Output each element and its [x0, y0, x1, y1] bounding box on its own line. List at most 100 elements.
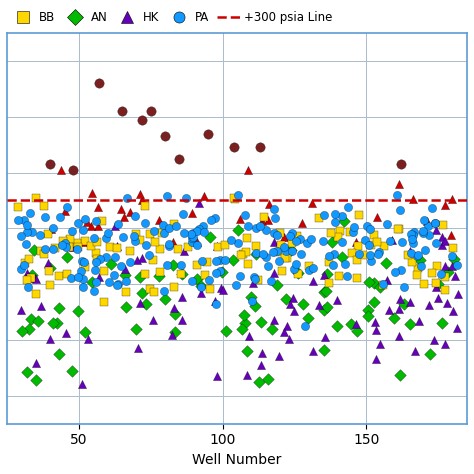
- Point: [221, 241, 228, 249]
- Point: [375, 248, 383, 256]
- Point: [100, 298, 108, 306]
- Point: [419, 228, 427, 235]
- Point: [441, 286, 449, 294]
- Point: [50, 245, 57, 253]
- Point: [94, 238, 101, 246]
- Point: [230, 194, 238, 201]
- Point: [441, 262, 449, 270]
- Point: [23, 368, 31, 375]
- Point: [406, 320, 413, 328]
- Point: [171, 328, 179, 336]
- Point: [349, 249, 356, 257]
- Point: [438, 234, 446, 241]
- Point: [24, 283, 31, 291]
- Point: [280, 233, 288, 240]
- Point: [328, 229, 335, 237]
- Point: [214, 372, 221, 380]
- Point: [149, 256, 157, 264]
- Point: [27, 210, 34, 217]
- Point: [18, 232, 25, 239]
- Point: [147, 108, 155, 115]
- Point: [24, 221, 31, 228]
- Point: [308, 199, 316, 207]
- Point: [235, 239, 242, 246]
- Point: [414, 251, 422, 258]
- Point: [150, 289, 157, 296]
- Point: [155, 216, 163, 224]
- Point: [207, 217, 215, 224]
- Point: [276, 229, 284, 237]
- Point: [50, 224, 57, 232]
- Point: [55, 273, 63, 280]
- Point: [408, 258, 416, 265]
- Point: [141, 270, 148, 277]
- Point: [131, 213, 138, 220]
- Point: [332, 210, 339, 218]
- Point: [114, 220, 122, 228]
- Point: [243, 347, 251, 355]
- Point: [376, 283, 383, 291]
- Point: [21, 260, 28, 267]
- Point: [350, 224, 357, 231]
- Point: [438, 270, 445, 278]
- Point: [353, 274, 361, 282]
- Point: [214, 243, 221, 251]
- Point: [264, 217, 272, 224]
- Point: [258, 217, 266, 225]
- Point: [79, 275, 87, 283]
- Point: [372, 356, 379, 363]
- Point: [68, 227, 76, 235]
- Point: [57, 166, 64, 173]
- Point: [376, 341, 383, 348]
- Point: [32, 359, 39, 366]
- Point: [163, 192, 171, 200]
- Point: [184, 243, 191, 251]
- Point: [290, 294, 297, 302]
- Point: [117, 262, 125, 270]
- Point: [267, 278, 274, 285]
- Point: [329, 262, 337, 269]
- Point: [256, 144, 264, 151]
- Point: [74, 273, 82, 281]
- Point: [66, 235, 73, 243]
- Point: [84, 335, 91, 342]
- Point: [142, 301, 149, 308]
- Point: [280, 328, 288, 336]
- Point: [320, 211, 328, 219]
- Point: [367, 257, 375, 264]
- Point: [410, 228, 418, 236]
- Point: [419, 229, 427, 237]
- Point: [315, 301, 323, 309]
- Point: [217, 256, 224, 264]
- Point: [28, 271, 36, 279]
- Point: [388, 236, 396, 244]
- Point: [288, 246, 295, 254]
- Point: [193, 275, 201, 283]
- Point: [281, 243, 288, 250]
- Point: [300, 300, 307, 308]
- Point: [431, 219, 439, 227]
- Point: [28, 228, 36, 236]
- Point: [452, 272, 459, 280]
- Point: [25, 326, 33, 333]
- Point: [252, 250, 260, 258]
- Point: [23, 277, 31, 284]
- Point: [203, 258, 210, 266]
- Point: [434, 294, 442, 302]
- Point: [449, 195, 456, 203]
- Point: [242, 248, 250, 255]
- Point: [32, 290, 39, 298]
- Point: [195, 225, 203, 233]
- Point: [242, 211, 249, 219]
- Point: [81, 216, 89, 223]
- Point: [321, 333, 328, 340]
- Point: [284, 247, 292, 255]
- Point: [78, 257, 86, 264]
- Point: [27, 274, 35, 282]
- Point: [275, 352, 283, 360]
- Point: [136, 191, 143, 198]
- Point: [257, 319, 265, 326]
- Point: [396, 372, 403, 379]
- Point: [240, 311, 248, 319]
- Point: [325, 280, 332, 287]
